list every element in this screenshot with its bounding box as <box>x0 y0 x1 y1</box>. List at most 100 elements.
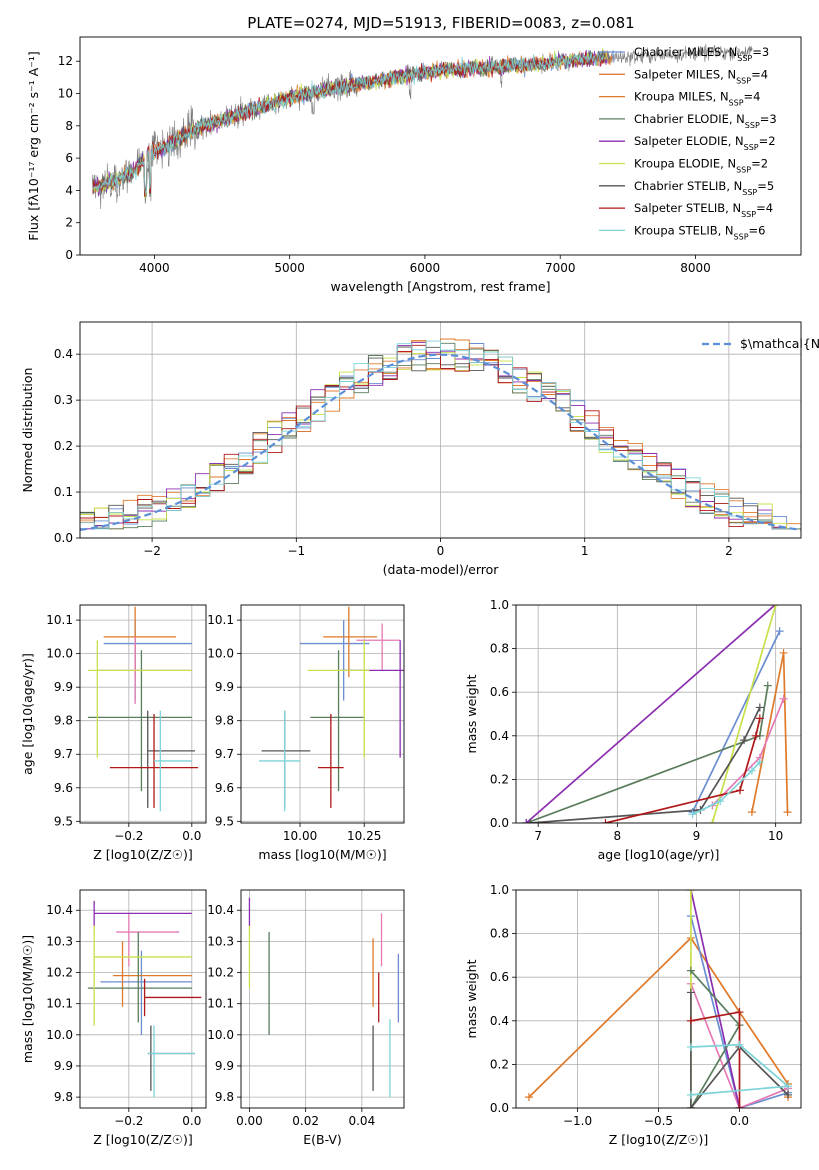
weight-marker <box>747 808 756 817</box>
y-tick-label: 10.0 <box>207 1028 234 1042</box>
plot-area <box>516 890 801 1108</box>
weight-marker <box>708 819 717 823</box>
weight-marker <box>779 694 788 703</box>
y-axis-label: mass weight <box>464 959 479 1038</box>
y-tick-label: 0.0 <box>490 1101 509 1115</box>
y-tick-label: 0.0 <box>490 816 509 830</box>
weight-marker <box>751 731 760 740</box>
x-tick-label: 8 <box>614 829 622 843</box>
errorbar-point <box>93 925 192 1026</box>
weight-marker <box>763 681 772 690</box>
x-tick-label: 10 <box>768 829 783 843</box>
plot-area <box>91 43 753 210</box>
spectrum-model-line <box>92 51 611 197</box>
y-tick-label: 10.3 <box>46 934 73 948</box>
weight-line <box>691 630 781 813</box>
weight-line <box>690 983 789 1108</box>
y-tick-label: 0.4 <box>490 1014 509 1028</box>
weight-line <box>692 761 761 816</box>
x-axis-label: E(B-V) <box>303 1132 342 1147</box>
x-tick-label: 5000 <box>274 261 305 275</box>
weight-marker <box>784 1082 793 1091</box>
errorbar-point <box>147 1025 195 1098</box>
weight-marker <box>686 1090 695 1099</box>
legend-entry: Salpeter MILES, NSSP=4 <box>634 67 768 85</box>
y-tick-label: 4 <box>65 183 73 197</box>
y-tick-label: 9.6 <box>54 781 73 795</box>
weight-line <box>711 605 777 823</box>
y-tick-label: 9.7 <box>54 747 73 761</box>
errorbar-point <box>87 932 192 1023</box>
y-tick-label: 9.8 <box>215 714 234 728</box>
weight-series <box>688 757 764 819</box>
weight-marker <box>736 786 745 795</box>
weight-line <box>530 707 761 823</box>
weight-marker <box>735 1040 744 1049</box>
x-tick-label: 7 <box>534 829 542 843</box>
weight-marker <box>735 1104 744 1108</box>
weight-marker <box>524 1093 533 1102</box>
y-tick-label: 0.6 <box>490 970 509 984</box>
x-tick-label: 2 <box>725 544 733 558</box>
plot-area <box>241 605 404 823</box>
weight-marker <box>771 605 780 609</box>
x-tick-label: −1.0 <box>563 1114 592 1128</box>
errorbar-point <box>116 913 180 967</box>
weight-series <box>526 703 764 823</box>
y-tick-label: 9.9 <box>54 680 73 694</box>
y-tick-label: 0.6 <box>490 685 509 699</box>
x-tick-label: 0.02 <box>292 1114 319 1128</box>
errorbar-point <box>87 640 192 758</box>
y-tick-label: 0.2 <box>490 772 509 786</box>
y-tick-label: 0.3 <box>54 393 73 407</box>
y-tick-label: 0.8 <box>490 927 509 941</box>
weight-marker <box>779 648 788 657</box>
legend-entry: Kroupa MILES, NSSP=4 <box>634 90 760 108</box>
legend-entry: Salpeter ELODIE, NSSP=2 <box>634 134 776 152</box>
plot-area <box>80 890 206 1108</box>
spectrum-model-line <box>92 51 605 197</box>
y-axis-label: Normed distribution <box>20 368 35 493</box>
x-tick-label: −2 <box>143 544 161 558</box>
y-tick-label: 0 <box>65 248 73 262</box>
y-tick-label: 9.8 <box>215 1090 234 1104</box>
legend-entry: $\mathcal{N}(0,1)$ <box>740 336 819 351</box>
axes-frame <box>515 604 802 824</box>
y-tick-label: 10.4 <box>207 903 234 917</box>
legend-entry: Salpeter STELIB, NSSP=4 <box>634 201 773 219</box>
errorbar-point <box>103 606 177 678</box>
weight-marker <box>686 890 695 894</box>
y-tick-label: 0.1 <box>54 485 73 499</box>
y-tick-label: 2 <box>65 216 73 230</box>
x-tick-label: 0.0 <box>730 1114 749 1128</box>
weight-series <box>601 714 764 823</box>
weight-marker <box>755 757 764 766</box>
weight-marker <box>688 810 697 819</box>
legend-entry: Chabrier STELIB, NSSP=5 <box>634 179 774 197</box>
x-axis-label: Z [log10(Z/Z☉)] <box>609 1132 709 1147</box>
errorbar-point <box>113 941 192 1007</box>
weight-line <box>711 698 785 807</box>
y-tick-label: 10.1 <box>46 997 73 1011</box>
plot-area <box>80 605 206 823</box>
x-tick-label: 7000 <box>545 261 576 275</box>
weight-line <box>525 605 776 823</box>
x-tick-label: 0.0 <box>182 829 201 843</box>
figure-title: PLATE=0274, MJD=51913, FIBERID=0083, z=0… <box>247 14 634 32</box>
weight-series <box>686 1008 744 1108</box>
legend-entry: Kroupa ELODIE, NSSP=2 <box>634 157 768 175</box>
weight-line <box>690 1043 791 1096</box>
weight-marker <box>755 714 764 723</box>
weight-marker <box>716 797 725 806</box>
x-tick-label: −0.2 <box>114 1114 143 1128</box>
y-tick-label: 6 <box>65 151 73 165</box>
panel-weight_vs_Z: −1.0 −0.5 0.0 0.0 0.2 0.4 0.6 0.8 1.0 Z [log10(Z/… <box>464 883 802 1147</box>
weight-marker <box>522 819 531 823</box>
x-tick-label: −1 <box>287 544 305 558</box>
x-tick-label: 9 <box>693 829 701 843</box>
y-tick-label: 10.0 <box>46 647 73 661</box>
x-tick-label: 10.25 <box>347 829 381 843</box>
legend-entry: Chabrier ELODIE, NSSP=3 <box>634 112 777 129</box>
errorbar-point <box>143 978 202 1017</box>
